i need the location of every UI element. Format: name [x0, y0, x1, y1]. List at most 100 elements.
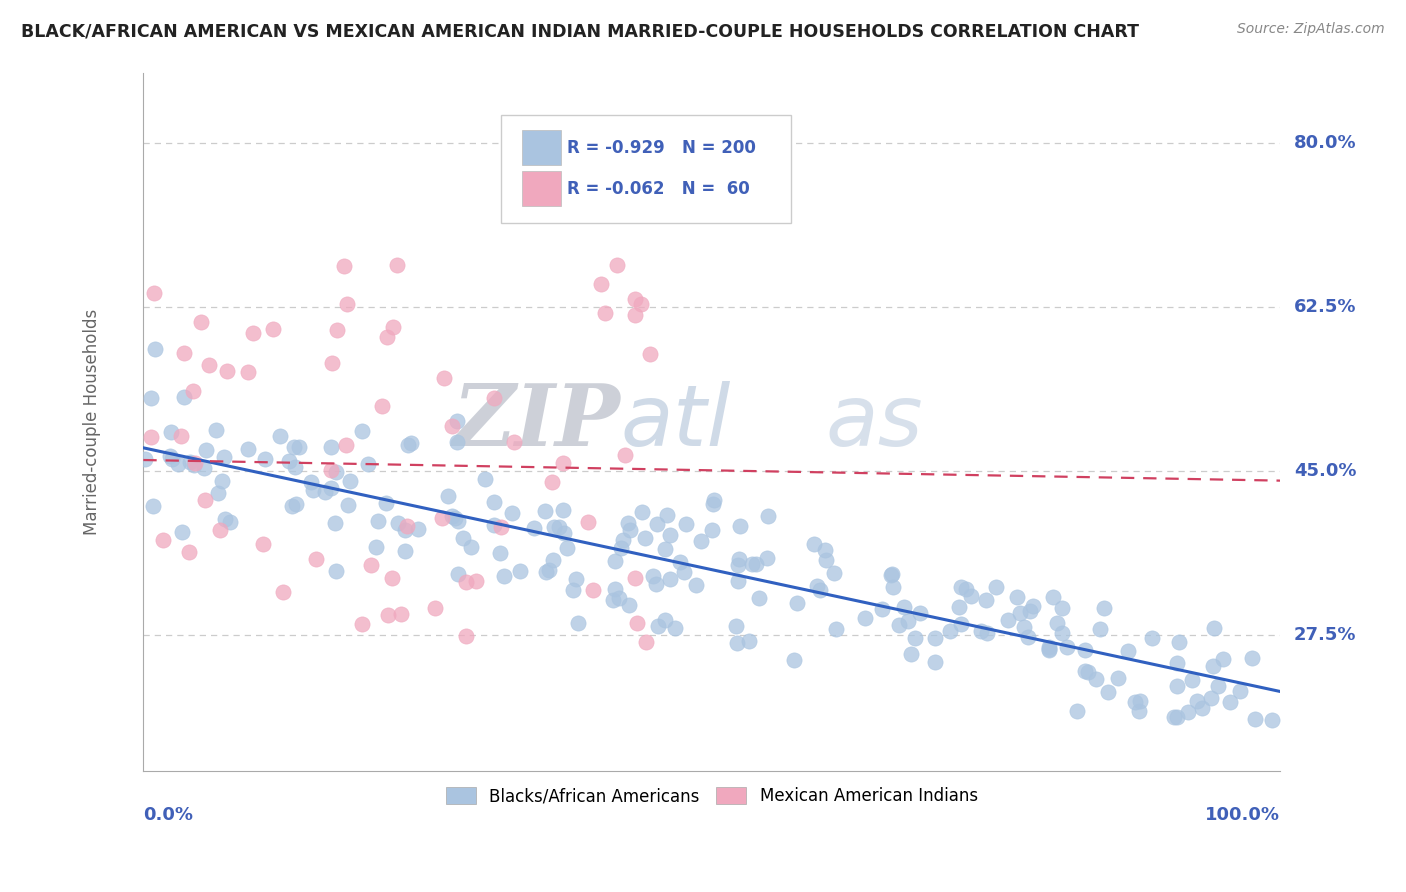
Point [1073, 664, 1095, 678]
Point [446, 414, 468, 428]
Point [900, 647, 922, 661]
Point [630, 505, 652, 519]
Point [908, 606, 931, 620]
Text: ZIP: ZIP [453, 380, 621, 464]
Point [664, 621, 686, 635]
Point [314, 484, 336, 499]
Point [337, 498, 360, 512]
Point [159, 425, 181, 440]
Point [872, 602, 894, 616]
Point [1260, 714, 1282, 728]
Point [1163, 709, 1185, 723]
Point [602, 592, 624, 607]
Point [619, 523, 641, 537]
Text: 45.0%: 45.0% [1294, 462, 1357, 480]
Point [381, 571, 404, 585]
Point [955, 582, 977, 597]
Point [634, 531, 657, 545]
Point [783, 653, 806, 667]
Point [193, 460, 215, 475]
Point [214, 512, 236, 526]
Point [367, 514, 389, 528]
Point [371, 399, 394, 413]
Point [727, 558, 749, 572]
Point [1021, 599, 1043, 614]
Point [1140, 631, 1163, 645]
Point [882, 566, 904, 581]
Point [1017, 630, 1039, 644]
Point [997, 613, 1019, 627]
Point [1202, 621, 1225, 635]
Point [624, 308, 647, 322]
Point [271, 584, 294, 599]
Point [325, 465, 347, 479]
Point [501, 506, 523, 520]
Point [143, 342, 166, 356]
Point [242, 326, 264, 341]
Point [211, 475, 233, 489]
Point [492, 569, 515, 583]
Point [394, 544, 416, 558]
Point [484, 495, 506, 509]
Point [423, 601, 446, 615]
Point [217, 364, 239, 378]
Point [1077, 665, 1099, 679]
Point [603, 554, 626, 568]
Point [1038, 641, 1060, 656]
Point [433, 370, 456, 384]
Point [509, 564, 531, 578]
Point [474, 472, 496, 486]
Point [948, 599, 970, 614]
Point [253, 451, 276, 466]
Point [395, 519, 418, 533]
Point [669, 555, 692, 569]
Point [1038, 640, 1060, 654]
Point [352, 617, 374, 632]
Point [897, 614, 920, 628]
Text: Married-couple Households: Married-couple Households [83, 309, 101, 535]
Point [441, 508, 464, 523]
Point [441, 418, 464, 433]
Point [756, 509, 779, 524]
Point [284, 459, 307, 474]
Text: 27.5%: 27.5% [1294, 626, 1357, 644]
Text: Source: ZipAtlas.com: Source: ZipAtlas.com [1237, 22, 1385, 37]
Point [179, 454, 201, 468]
Point [399, 436, 422, 450]
Point [675, 516, 697, 531]
Point [741, 558, 763, 572]
Point [385, 258, 408, 272]
Point [755, 550, 778, 565]
Point [430, 511, 453, 525]
Point [141, 430, 163, 444]
FancyBboxPatch shape [522, 130, 561, 165]
Point [725, 636, 748, 650]
Point [302, 483, 325, 497]
Point [238, 442, 260, 457]
Point [1167, 635, 1189, 649]
Point [484, 391, 506, 405]
Point [305, 551, 328, 566]
Point [170, 524, 193, 539]
Point [744, 558, 766, 572]
Point [623, 571, 645, 585]
Point [658, 572, 681, 586]
Point [748, 591, 770, 605]
Point [299, 475, 322, 489]
Point [447, 566, 470, 581]
Point [325, 564, 347, 578]
Point [613, 448, 636, 462]
Point [939, 624, 962, 639]
Text: atl: atl [621, 381, 731, 464]
Point [454, 629, 477, 643]
Point [453, 531, 475, 545]
Text: BLACK/AFRICAN AMERICAN VS MEXICAN AMERICAN INDIAN MARRIED-COUPLE HOUSEHOLDS CORR: BLACK/AFRICAN AMERICAN VS MEXICAN AMERIC… [21, 22, 1139, 40]
Text: 80.0%: 80.0% [1294, 135, 1357, 153]
Point [214, 450, 236, 464]
Point [924, 655, 946, 669]
Point [924, 631, 946, 645]
Point [786, 596, 808, 610]
Point [194, 493, 217, 508]
Point [702, 497, 724, 511]
Point [382, 320, 405, 334]
